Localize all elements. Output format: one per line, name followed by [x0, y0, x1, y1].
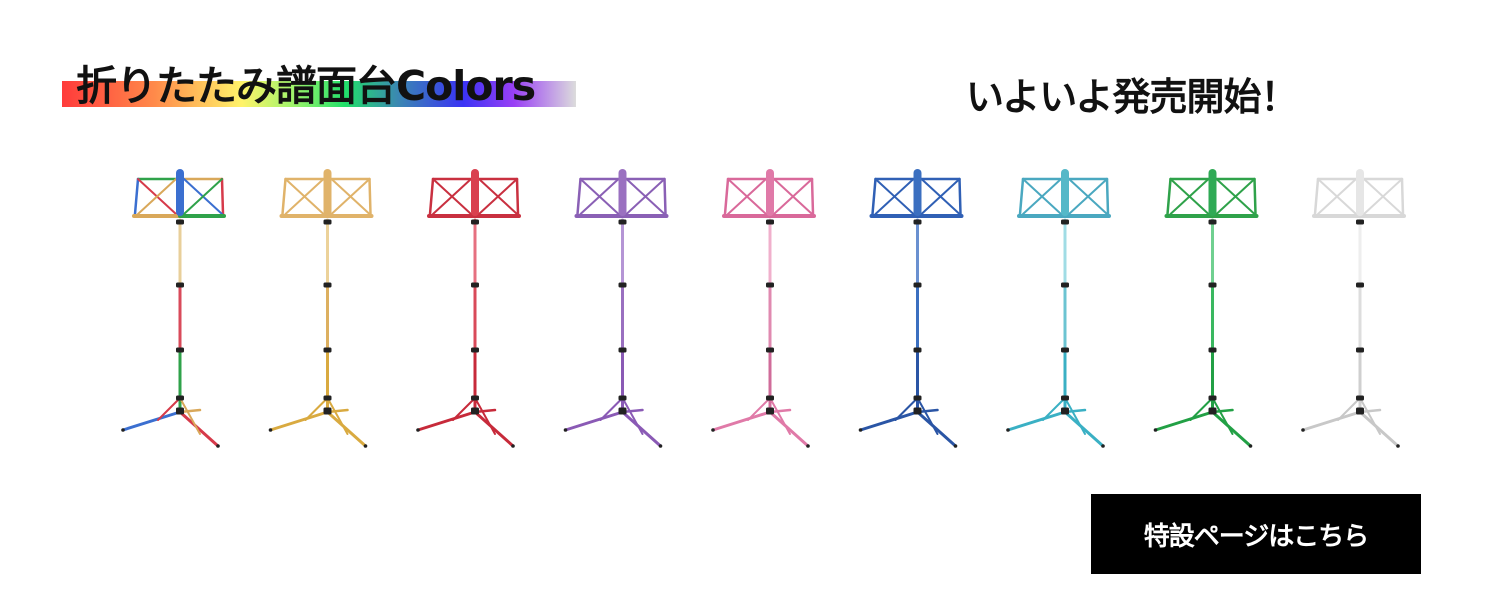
banner-title: 折りたたみ譜面台Colors: [76, 62, 536, 110]
music-stand-turquoise: [1006, 169, 1111, 448]
music-stand-gold: [268, 169, 374, 448]
music-stand-silver: [1301, 169, 1406, 448]
release-headline: いよいよ発売開始！: [966, 75, 1298, 119]
title-gradient-bar: [62, 81, 576, 107]
music-stand-blue: [858, 169, 964, 448]
music-stand-pink: [711, 169, 816, 448]
music-stand-red: [416, 169, 521, 448]
special-page-button[interactable]: 特設ページはこちら: [1091, 494, 1421, 574]
music-stand-green: [1153, 169, 1259, 448]
music-stand-multicolor: [121, 169, 226, 448]
music-stand-purple: [563, 169, 669, 448]
